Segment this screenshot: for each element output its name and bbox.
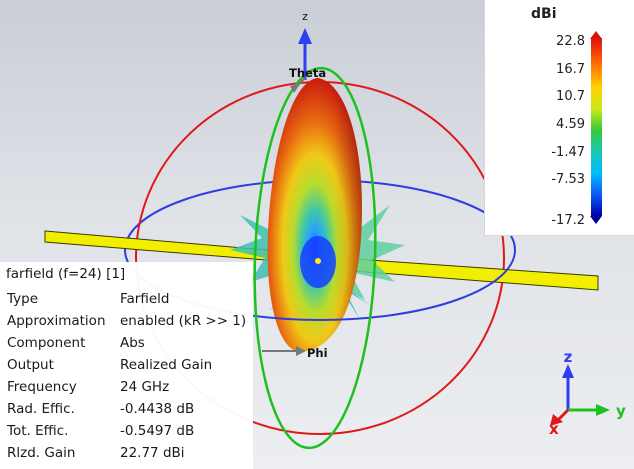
info-row-tot-effic: Tot. Effic. -0.5497 dB [0, 423, 253, 445]
triad-y-label: y [616, 402, 626, 420]
info-value: 24 GHz [120, 379, 170, 395]
main-lobe [267, 78, 363, 352]
info-value: Farfield [120, 291, 170, 307]
origin-marker [315, 258, 321, 264]
theta-pointer-head [290, 84, 300, 93]
legend-tick: -7.53 [551, 172, 585, 187]
colorbar-max-arrow [590, 31, 602, 39]
z-axis-label: z [302, 10, 308, 23]
info-value: -0.4438 dB [120, 401, 195, 417]
info-row-component: Component Abs [0, 335, 253, 357]
legend-tick: 16.7 [556, 62, 585, 77]
triad-z-label: z [564, 348, 573, 366]
info-row-type: Type Farfield [0, 291, 253, 313]
info-row-rad-effic: Rad. Effic. -0.4438 dB [0, 401, 253, 423]
triad-x-label: x [549, 420, 559, 438]
info-key: Rlzd. Gain [7, 445, 76, 461]
orientation-triad: z y x [549, 348, 626, 438]
info-value: Abs [120, 335, 145, 351]
z-axis-arrowhead [298, 28, 312, 44]
info-value: Realized Gain [120, 357, 213, 373]
info-key: Frequency [7, 379, 77, 395]
info-row-approximation: Approximation enabled (kR >> 1) [0, 313, 253, 335]
info-row-frequency: Frequency 24 GHz [0, 379, 253, 401]
colorbar-min-arrow [590, 216, 602, 224]
info-row-rlzd-gain: Rlzd. Gain 22.77 dBi [0, 445, 253, 467]
info-value: enabled (kR >> 1) [120, 313, 247, 329]
legend-tick: 10.7 [556, 89, 585, 104]
info-value: 22.77 dBi [120, 445, 185, 461]
farfield-info-panel: farfield (f=24) [1] Type Farfield Approx… [0, 262, 253, 469]
phi-pointer-head [296, 346, 306, 356]
info-key: Component [7, 335, 86, 351]
info-key: Rad. Effic. [7, 401, 75, 417]
theta-label: Theta [289, 66, 326, 80]
legend-tick: -17.2 [551, 213, 585, 228]
info-key: Output [7, 357, 54, 373]
legend-tick: 4.59 [556, 117, 585, 132]
info-title: farfield (f=24) [1] [6, 266, 126, 282]
color-legend: dBi 22.8 16.7 10.7 4.59 -1.47 -7.53 -17.… [484, 0, 634, 236]
legend-unit: dBi [531, 6, 557, 22]
phi-label: Phi [307, 346, 328, 360]
theta-circle-green [253, 66, 377, 450]
info-row-output: Output Realized Gain [0, 357, 253, 379]
colorbar [591, 38, 602, 216]
legend-tick: -1.47 [551, 145, 585, 160]
info-key: Tot. Effic. [7, 423, 69, 439]
info-value: -0.5497 dB [120, 423, 195, 439]
legend-tick: 22.8 [556, 34, 585, 49]
info-key: Type [7, 291, 39, 307]
info-key: Approximation [7, 313, 106, 329]
